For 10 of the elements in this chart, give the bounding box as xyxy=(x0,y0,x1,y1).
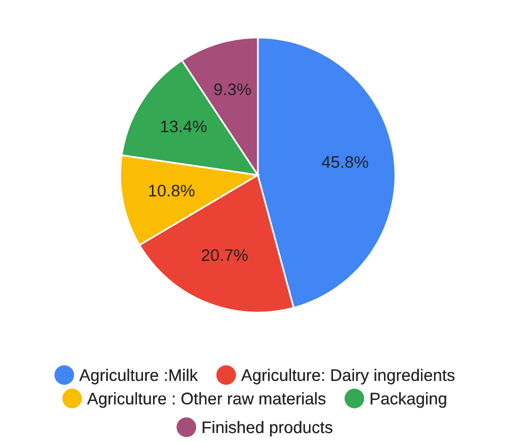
legend-label: Agriculture : Other raw materials xyxy=(87,392,326,408)
data-label: 13.4% xyxy=(161,120,207,132)
data-label: 10.8% xyxy=(149,184,194,197)
data-label: 20.7% xyxy=(202,249,248,262)
legend-label: Agriculture :Milk xyxy=(79,368,198,384)
data-label: 45.8% xyxy=(322,156,368,168)
legend-label: Agriculture: Dairy ingredients xyxy=(241,368,454,384)
data-label: 9.3% xyxy=(214,83,251,96)
legend-label: Packaging xyxy=(370,392,446,408)
legend-label: Finished products xyxy=(202,420,332,437)
